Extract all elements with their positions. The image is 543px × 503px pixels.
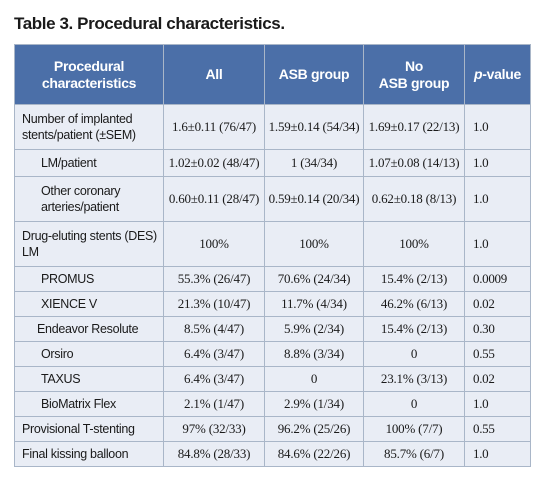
header-p-value: p-value [464, 44, 531, 105]
table-row: Drug-eluting stents (DES) LM 100% 100% 1… [14, 221, 531, 267]
cell-all: 97% (32/33) [163, 416, 265, 442]
cell-asb: 70.6% (24/34) [264, 266, 364, 292]
row-label: PROMUS [14, 266, 164, 292]
cell-asb: 0.59±0.14 (20/34) [264, 176, 364, 222]
cell-asb: 0 [264, 366, 364, 392]
cell-no-asb: 23.1% (3/13) [363, 366, 465, 392]
cell-all: 100% [163, 221, 265, 267]
header-no-asb-line1: No [404, 57, 424, 74]
cell-p-value: 1.0 [464, 221, 531, 267]
table-row: Number of implanted stents/patient (±SEM… [14, 104, 531, 150]
cell-asb: 11.7% (4/34) [264, 291, 364, 317]
row-label: Provisional T-stenting [14, 416, 164, 442]
row-label: Other coronary arteries/patient [14, 176, 164, 222]
row-label: TAXUS [14, 366, 164, 392]
cell-all: 0.60±0.11 (28/47) [163, 176, 265, 222]
cell-p-value: 0.02 [464, 291, 531, 317]
table-caption: Table 3. Procedural characteristics. [14, 14, 285, 33]
cell-all: 55.3% (26/47) [163, 266, 265, 292]
procedural-characteristics-table: Procedural characteristics All ASB group… [14, 44, 531, 467]
cell-no-asb: 0 [363, 391, 465, 417]
cell-p-value: 1.0 [464, 149, 531, 177]
cell-no-asb: 1.69±0.17 (22/13) [363, 104, 465, 150]
cell-asb: 100% [264, 221, 364, 267]
cell-asb: 84.6% (22/26) [264, 441, 364, 467]
cell-all: 2.1% (1/47) [163, 391, 265, 417]
header-characteristics-line1: Procedural [53, 57, 125, 74]
cell-all: 1.02±0.02 (48/47) [163, 149, 265, 177]
cell-p-value: 1.0 [464, 104, 531, 150]
cell-p-value: 0.30 [464, 316, 531, 342]
table-header: Procedural characteristics All ASB group… [14, 44, 531, 105]
header-no-asb-line2: ASB group [378, 74, 450, 91]
cell-p-value: 0.55 [464, 341, 531, 367]
table-row: LM/patient 1.02±0.02 (48/47) 1 (34/34) 1… [14, 149, 531, 177]
table-body: Number of implanted stents/patient (±SEM… [14, 104, 531, 467]
row-label: LM/patient [14, 149, 164, 177]
cell-p-value: 0.02 [464, 366, 531, 392]
cell-all: 6.4% (3/47) [163, 341, 265, 367]
row-label: Endeavor Resolute [14, 316, 164, 342]
cell-all: 6.4% (3/47) [163, 366, 265, 392]
row-label: Orsiro [14, 341, 164, 367]
cell-no-asb: 15.4% (2/13) [363, 316, 465, 342]
cell-no-asb: 15.4% (2/13) [363, 266, 465, 292]
header-characteristics-line2: characteristics [41, 74, 137, 91]
header-row: Procedural characteristics All ASB group… [14, 44, 531, 105]
cell-all: 84.8% (28/33) [163, 441, 265, 467]
cell-no-asb: 0 [363, 341, 465, 367]
cell-all: 8.5% (4/47) [163, 316, 265, 342]
cell-p-value: 0.55 [464, 416, 531, 442]
table-row: TAXUS 6.4% (3/47) 0 23.1% (3/13) 0.02 [14, 366, 531, 392]
header-characteristics: Procedural characteristics [14, 44, 164, 105]
cell-asb: 2.9% (1/34) [264, 391, 364, 417]
cell-no-asb: 46.2% (6/13) [363, 291, 465, 317]
cell-all: 1.6±0.11 (76/47) [163, 104, 265, 150]
cell-p-value: 0.0009 [464, 266, 531, 292]
cell-no-asb: 1.07±0.08 (14/13) [363, 149, 465, 177]
table-row: Endeavor Resolute 8.5% (4/47) 5.9% (2/34… [14, 316, 531, 342]
table-row: Final kissing balloon 84.8% (28/33) 84.6… [14, 441, 531, 467]
cell-asb: 96.2% (25/26) [264, 416, 364, 442]
cell-all: 21.3% (10/47) [163, 291, 265, 317]
cell-asb: 1.59±0.14 (54/34) [264, 104, 364, 150]
header-no-asb-group: No ASB group [363, 44, 465, 105]
cell-p-value: 1.0 [464, 391, 531, 417]
table-row: BioMatrix Flex 2.1% (1/47) 2.9% (1/34) 0… [14, 391, 531, 417]
row-label: Number of implanted stents/patient (±SEM… [14, 104, 164, 150]
row-label: BioMatrix Flex [14, 391, 164, 417]
cell-asb: 1 (34/34) [264, 149, 364, 177]
table-row: XIENCE V 21.3% (10/47) 11.7% (4/34) 46.2… [14, 291, 531, 317]
table-row: Other coronary arteries/patient 0.60±0.1… [14, 176, 531, 222]
cell-no-asb: 100% (7/7) [363, 416, 465, 442]
cell-asb: 8.8% (3/34) [264, 341, 364, 367]
header-all: All [163, 44, 265, 105]
cell-p-value: 1.0 [464, 441, 531, 467]
header-p-rest: -value [482, 66, 521, 82]
cell-p-value: 1.0 [464, 176, 531, 222]
table-row: Orsiro 6.4% (3/47) 8.8% (3/34) 0 0.55 [14, 341, 531, 367]
cell-no-asb: 0.62±0.18 (8/13) [363, 176, 465, 222]
cell-asb: 5.9% (2/34) [264, 316, 364, 342]
row-label: XIENCE V [14, 291, 164, 317]
header-p-italic: p [474, 66, 483, 82]
row-label: Drug-eluting stents (DES) LM [14, 221, 164, 267]
header-asb-group: ASB group [264, 44, 364, 105]
row-label: Final kissing balloon [14, 441, 164, 467]
table-row: PROMUS 55.3% (26/47) 70.6% (24/34) 15.4%… [14, 266, 531, 292]
cell-no-asb: 100% [363, 221, 465, 267]
table-row: Provisional T-stenting 97% (32/33) 96.2%… [14, 416, 531, 442]
cell-no-asb: 85.7% (6/7) [363, 441, 465, 467]
